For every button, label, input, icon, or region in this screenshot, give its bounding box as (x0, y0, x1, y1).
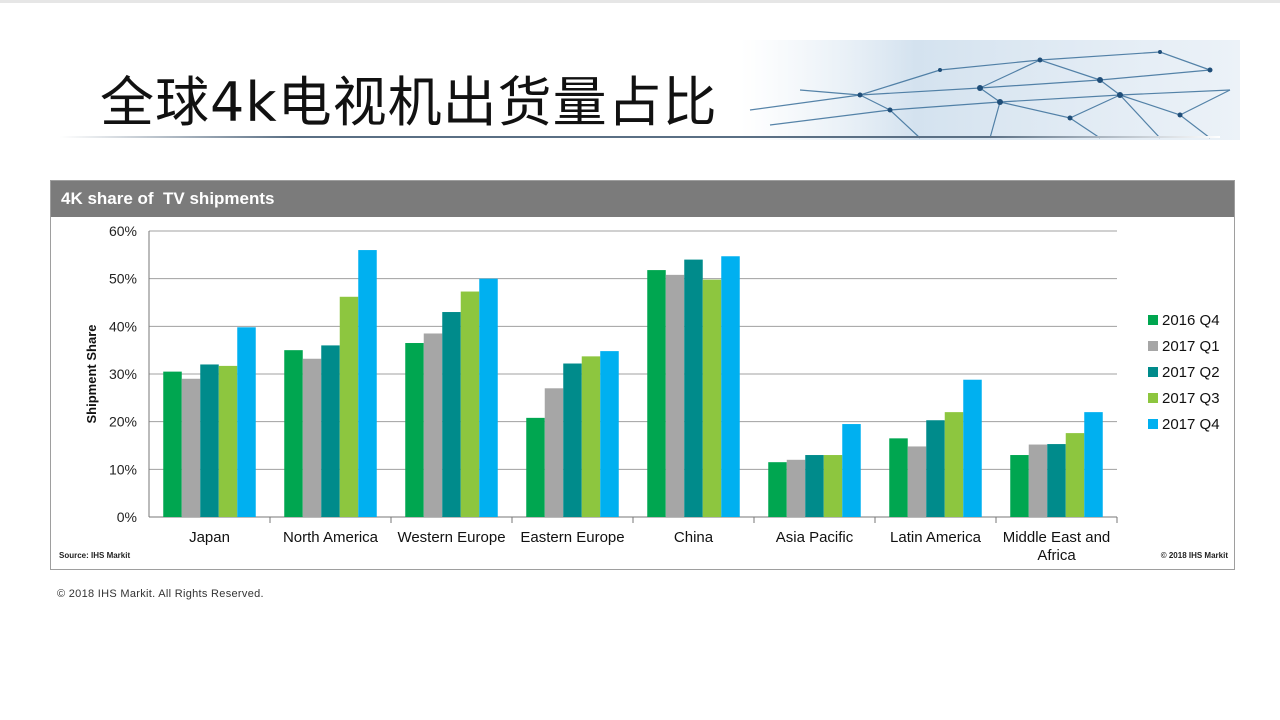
bar (423, 333, 443, 517)
legend-label: 2017 Q3 (1162, 390, 1220, 407)
bar (647, 270, 666, 517)
bar (237, 327, 256, 517)
bar (684, 259, 703, 517)
bar (600, 351, 619, 517)
bar (1084, 412, 1103, 517)
bar (786, 459, 806, 517)
x-category-label: China (674, 529, 714, 546)
bar (823, 455, 843, 517)
legend-swatch (1148, 393, 1158, 403)
x-category-label: North America (283, 529, 379, 546)
bar (339, 296, 359, 517)
legend-swatch (1148, 315, 1158, 325)
chart-header: 4K share of TV shipments (51, 181, 1234, 217)
bar (805, 455, 824, 517)
bar (721, 256, 740, 517)
source-note: Source: IHS Markit (59, 551, 131, 560)
bar (907, 446, 927, 517)
x-category-label: Western Europe (397, 529, 505, 546)
bar (544, 388, 564, 517)
bar (581, 356, 601, 517)
y-tick-label: 20% (109, 414, 137, 430)
y-tick-label: 40% (109, 318, 137, 334)
y-tick-label: 30% (109, 366, 137, 382)
legend-label: 2017 Q4 (1162, 416, 1220, 433)
y-axis-title: Shipment Share (84, 325, 99, 424)
bar (284, 350, 303, 517)
x-category-label: Japan (189, 529, 230, 546)
y-tick-label: 60% (109, 223, 137, 239)
bar (1028, 444, 1048, 517)
x-category-label: Eastern Europe (520, 529, 624, 546)
bar (460, 291, 480, 517)
bar (442, 312, 461, 517)
title-underline (60, 136, 1220, 138)
top-rule (0, 0, 1280, 3)
bar (702, 279, 722, 517)
bar (665, 274, 685, 517)
x-category-label: Latin America (890, 529, 982, 546)
x-category-label: Africa (1037, 547, 1076, 564)
bar-chart: 0% 10% 20% 30% 40% 50% 60% Shipment Share Japan N… (84, 223, 1220, 564)
legend-label: 2016 Q4 (1162, 312, 1220, 329)
x-category-label: Asia Pacific (776, 529, 854, 546)
bar (200, 364, 219, 517)
bar (1010, 455, 1029, 517)
x-category-label: Middle East and (1003, 529, 1111, 546)
chart-title: 4K share of TV shipments (61, 189, 275, 208)
bar (944, 412, 964, 517)
bar (321, 345, 340, 517)
bar (1047, 444, 1066, 517)
y-tick-label: 50% (109, 271, 137, 287)
bar (842, 424, 861, 517)
bar (563, 363, 582, 517)
chart-panel: 4K share of TV shipments 0% 10% 20% 30% 40% 5… (50, 180, 1235, 570)
y-tick-label: 10% (109, 461, 137, 477)
bar (526, 417, 545, 517)
bar (1065, 433, 1085, 517)
legend-swatch (1148, 419, 1158, 429)
bar (405, 343, 424, 517)
bar (358, 250, 377, 518)
bar (963, 379, 982, 517)
bar (889, 438, 908, 517)
y-tick-label: 0% (117, 509, 137, 525)
legend-swatch (1148, 367, 1158, 377)
legend-swatch (1148, 341, 1158, 351)
bar (926, 420, 945, 517)
network-decoration (740, 40, 1240, 140)
bar (768, 462, 787, 517)
chart-copyright: © 2018 IHS Markit (1160, 551, 1228, 560)
legend-label: 2017 Q1 (1162, 338, 1220, 355)
legend-label: 2017 Q2 (1162, 364, 1220, 381)
slide-title: 全球4k电视机出货量占比 (100, 71, 718, 134)
bar (479, 278, 498, 517)
bar (302, 358, 322, 517)
slide-copyright: © 2018 IHS Markit. All Rights Reserved. (57, 588, 264, 600)
bar (163, 371, 182, 517)
bar (218, 365, 238, 517)
bar (181, 378, 201, 517)
